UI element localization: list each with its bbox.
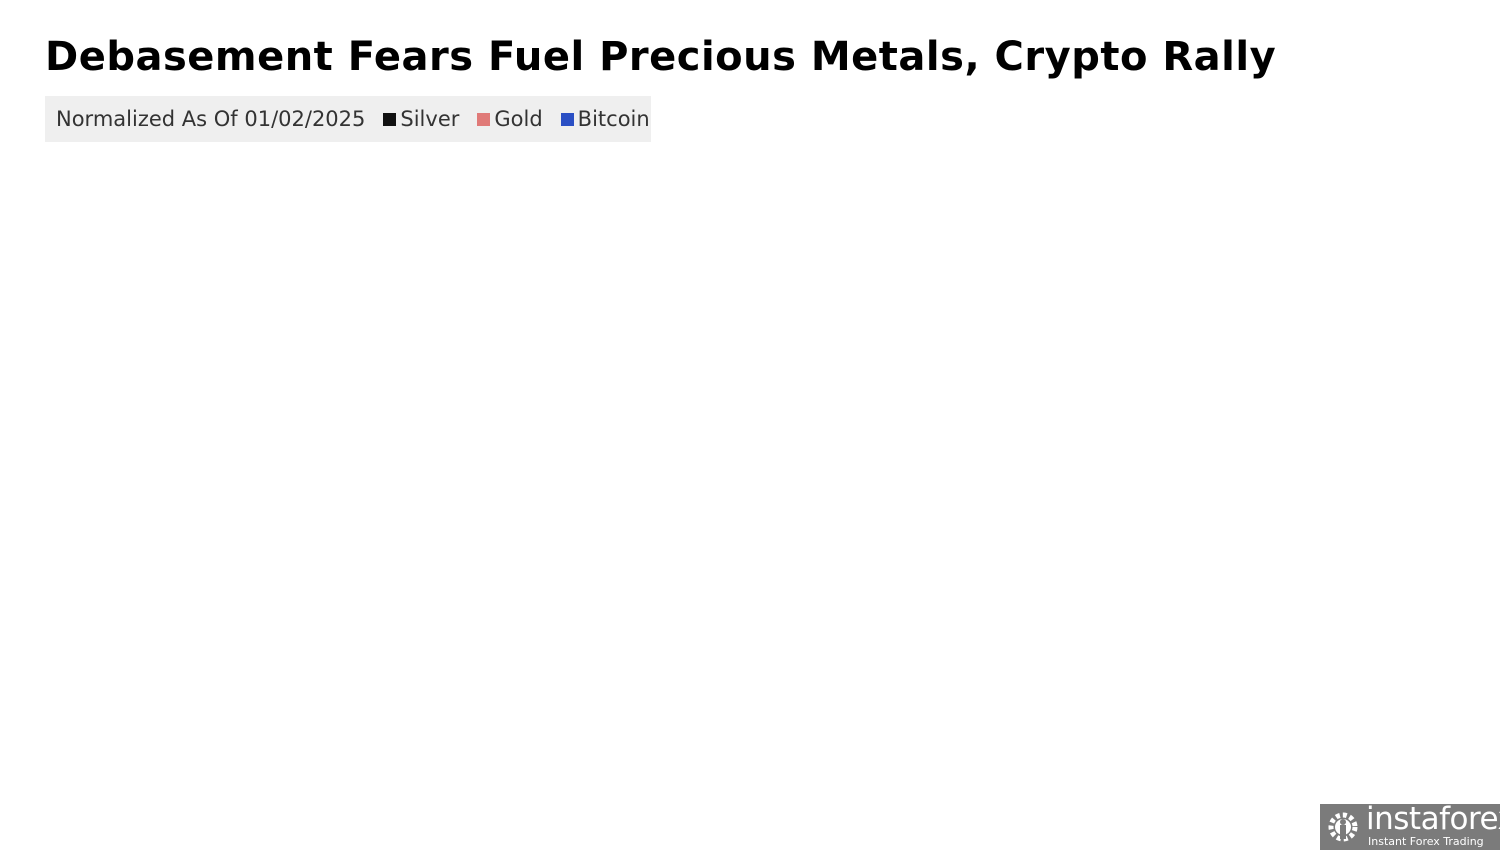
- y-tick-label: 50: [1398, 238, 1427, 264]
- legend-item-silver: Silver: [383, 107, 459, 131]
- watermark-tagline: Instant Forex Trading: [1368, 835, 1484, 848]
- x-tick-label: Mar: [369, 795, 413, 821]
- legend-label-silver: Silver: [400, 107, 460, 131]
- legend-swatch-gold: [477, 112, 491, 126]
- watermark-brand: instaforex: [1366, 801, 1500, 837]
- x-tick-label: Jun: [805, 795, 843, 821]
- instaforex-watermark: instaforex Instant Forex Trading: [1320, 804, 1500, 850]
- legend-label-gold: Gold: [494, 107, 543, 131]
- x-tick-label: Apr: [517, 795, 557, 821]
- legend-item-gold: Gold: [477, 107, 543, 131]
- legend-swatch-bitcoin: [560, 112, 574, 126]
- y-tick-label: 40: [1398, 308, 1427, 334]
- y-tick-label: 30: [1398, 377, 1427, 403]
- legend-swatch-silver: [383, 112, 397, 126]
- x-tick-label: Jan: [96, 795, 133, 821]
- legend-item-bitcoin: Bitcoin: [560, 107, 650, 131]
- series-line-bitcoin: [43, 381, 1366, 725]
- chart-title: Debasement Fears Fuel Precious Metals, C…: [45, 34, 1277, 80]
- x-tick-label: May: [655, 795, 703, 821]
- y-axis-label: % Gain: [1449, 395, 1478, 484]
- x-tick-label: Aug: [1092, 795, 1137, 821]
- y-tick-label: 60: [1398, 169, 1427, 195]
- legend-normalization-note: Normalized As Of 01/02/2025: [56, 107, 366, 131]
- y-tick-label: 10: [1398, 516, 1427, 542]
- series-line-gold: [44, 263, 1366, 607]
- legend-label-bitcoin: Bitcoin: [577, 107, 650, 131]
- x-tick-label: Feb: [233, 795, 274, 821]
- x-tick-label: Sep: [1239, 795, 1282, 821]
- x-tick-label: Jul: [951, 795, 981, 821]
- y-tick-label: 70: [1398, 99, 1427, 125]
- y-tick-label: 20: [1398, 447, 1427, 473]
- series-line-silver: [44, 148, 1366, 600]
- x-axis-label: 2025: [686, 826, 745, 850]
- y-tick-label: -10: [1398, 656, 1436, 682]
- y-tick-label: -20: [1398, 725, 1436, 751]
- legend: Normalized As Of 01/02/2025 Silver Gold …: [45, 96, 651, 142]
- gear-logo-icon: [1328, 812, 1358, 842]
- y-tick-label: 0: [1398, 586, 1413, 612]
